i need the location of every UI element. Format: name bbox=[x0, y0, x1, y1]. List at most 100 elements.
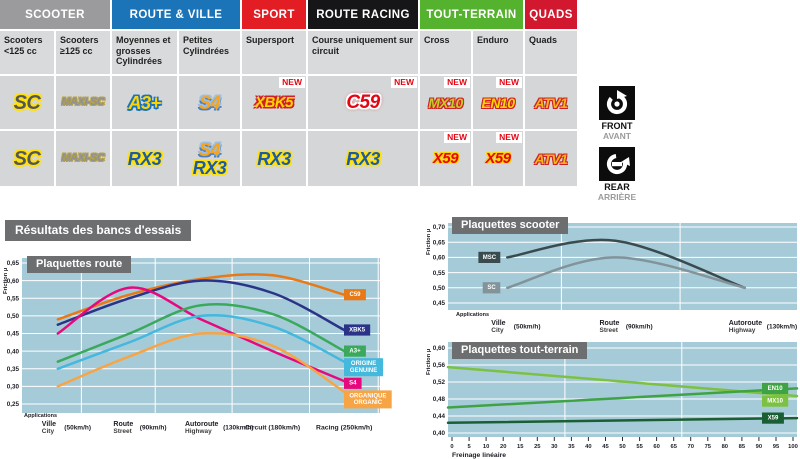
x-tick-label: 85 bbox=[739, 444, 746, 450]
legend-chip-x59 bbox=[762, 412, 784, 424]
y-tick-label: 0,52 bbox=[433, 379, 446, 386]
product-logo-sc: SC bbox=[13, 91, 41, 114]
pad-cell-front: SC bbox=[0, 76, 54, 129]
x-tick-label: 55 bbox=[636, 444, 643, 450]
column-header-scooters-125-cc: Scooters <125 cc bbox=[0, 31, 54, 74]
x-tick-label: 75 bbox=[705, 444, 712, 450]
y-tick-label: 0,40 bbox=[7, 348, 20, 355]
product-logo-x59: X59 bbox=[432, 150, 459, 167]
category-label-en: Highway bbox=[185, 428, 212, 435]
legend-chip-organique-organic bbox=[344, 390, 392, 409]
front-position-indicator: FRONT AVANT bbox=[595, 86, 639, 141]
new-badge: NEW bbox=[444, 77, 470, 88]
pad-cell-rear: SC bbox=[0, 131, 54, 186]
product-logo-c59: C59 bbox=[346, 92, 380, 113]
pad-cell-front: S4 bbox=[179, 76, 240, 129]
category-label: Racing (250km/h) bbox=[316, 425, 372, 432]
x-axis-label: Freinage linéaire bbox=[452, 452, 506, 459]
pad-cell-front: NEW MX10 bbox=[420, 76, 471, 129]
x-tick-label: 5 bbox=[467, 444, 471, 450]
category-label-en: Highway bbox=[729, 327, 756, 334]
x-tick-label: 15 bbox=[517, 444, 524, 450]
category-label-fr: Route bbox=[113, 421, 133, 428]
series-line-en10 bbox=[446, 387, 799, 409]
x-tick-label: 40 bbox=[585, 444, 591, 450]
group-header-route-racing: ROUTE RACING bbox=[308, 0, 418, 29]
column-header-supersport: Supersport bbox=[242, 31, 306, 74]
legend-text-a3: A3+ bbox=[349, 349, 361, 355]
y-tick-label: 0,40 bbox=[433, 430, 446, 437]
pad-cell-rear: RX3 bbox=[112, 131, 177, 186]
rear-position-indicator: REAR ARRIÈRE bbox=[595, 147, 639, 202]
pad-cell-rear: ATV1 bbox=[525, 131, 577, 186]
y-tick-label: 0,70 bbox=[433, 224, 446, 231]
application-table: SCOOTER ROUTE & VILLE SPORT ROUTE RACING TOU… bbox=[0, 0, 577, 186]
applications-label: Applications bbox=[456, 312, 489, 318]
y-axis-label: Friction µ bbox=[426, 229, 432, 255]
pad-cell-front: NEW C59 bbox=[308, 76, 418, 129]
legend-text-xbk5: XBK5 bbox=[349, 327, 366, 333]
offroad-chart-title: Plaquettes tout-terrain bbox=[452, 342, 588, 359]
x-tick-label: 80 bbox=[722, 444, 728, 450]
legend-chip-sc bbox=[482, 282, 501, 294]
category-label: Circuit (180km/h) bbox=[245, 425, 300, 432]
product-logo-s4: S4 bbox=[198, 139, 221, 160]
avant-label: AVANT bbox=[602, 131, 631, 141]
product-logo-x59: X59 bbox=[485, 150, 511, 167]
series-line-sc bbox=[506, 256, 746, 290]
pad-cell-rear: MAXI-SC bbox=[56, 131, 110, 186]
category-label-en: Street bbox=[113, 428, 132, 435]
y-tick-label: 0,65 bbox=[433, 239, 446, 246]
product-logo-atv1: ATV1 bbox=[534, 94, 568, 111]
pad-cell-rear: RX3 bbox=[242, 131, 306, 186]
y-tick-label: 0,35 bbox=[7, 366, 20, 373]
group-header-sport: SPORT bbox=[242, 0, 306, 29]
scooter-chart-title: Plaquettes scooter bbox=[452, 217, 569, 234]
y-tick-label: 0,60 bbox=[433, 255, 446, 262]
product-logo-rx3: RX3 bbox=[346, 148, 380, 169]
pad-cell-rear: RX3 bbox=[308, 131, 418, 186]
arriere-label: ARRIÈRE bbox=[597, 192, 637, 202]
category-label-en: City bbox=[491, 327, 504, 334]
x-tick-label: 70 bbox=[687, 444, 693, 450]
category-label-fr: Route bbox=[600, 320, 620, 327]
pad-cell-rear: NEW X59 bbox=[420, 131, 471, 186]
series-line-c59 bbox=[56, 273, 346, 321]
front-label: FRONT bbox=[601, 121, 633, 131]
front-brake-disc-icon bbox=[599, 86, 635, 120]
product-logo-rx3: RX3 bbox=[192, 157, 227, 178]
y-tick-label: 0,48 bbox=[433, 396, 446, 403]
y-tick-label: 0,65 bbox=[7, 260, 20, 267]
y-tick-label: 0,60 bbox=[7, 278, 20, 285]
category-speed: (50km/h) bbox=[514, 324, 541, 331]
category-label-fr: Ville bbox=[42, 421, 56, 428]
product-logo-a3: A3+ bbox=[128, 92, 161, 113]
x-tick-label: 30 bbox=[551, 444, 557, 450]
x-tick-label: 95 bbox=[773, 444, 780, 450]
legend-text-origine-genuine: GENUINE bbox=[350, 368, 377, 374]
y-axis-label: Friction µ bbox=[426, 349, 432, 375]
y-axis-label: Friction µ bbox=[3, 268, 9, 294]
legend-chip-msc bbox=[478, 251, 501, 263]
legend-chip-en10 bbox=[762, 382, 789, 394]
new-badge: NEW bbox=[496, 132, 522, 143]
legend-chip-origine-genuine bbox=[344, 358, 384, 377]
x-tick-label: 10 bbox=[483, 444, 489, 450]
legend-chip-c59 bbox=[344, 289, 366, 301]
y-tick-label: 0,44 bbox=[433, 413, 446, 420]
x-tick-label: 20 bbox=[500, 444, 506, 450]
y-tick-label: 0,30 bbox=[7, 384, 20, 391]
legend-chip-mx10 bbox=[762, 395, 789, 407]
legend-text-s4: S4 bbox=[349, 381, 357, 387]
series-line-x59 bbox=[446, 416, 799, 425]
category-label-en: Street bbox=[600, 327, 619, 334]
legend-text-x59: X59 bbox=[768, 416, 779, 422]
y-tick-label: 0,25 bbox=[7, 401, 20, 408]
new-badge: NEW bbox=[391, 77, 417, 88]
category-label-fr: Ville bbox=[491, 320, 505, 327]
legend-text-mx10: MX10 bbox=[767, 399, 783, 405]
column-header-quads: Quads bbox=[525, 31, 577, 74]
pad-cell-rear: NEW X59 bbox=[473, 131, 523, 186]
x-tick-label: 90 bbox=[756, 444, 762, 450]
scooter-pads-chart: 0,70 0,65 0,60 0,55 0,50 0,45 Friction µ MSC SC A… bbox=[426, 223, 797, 334]
